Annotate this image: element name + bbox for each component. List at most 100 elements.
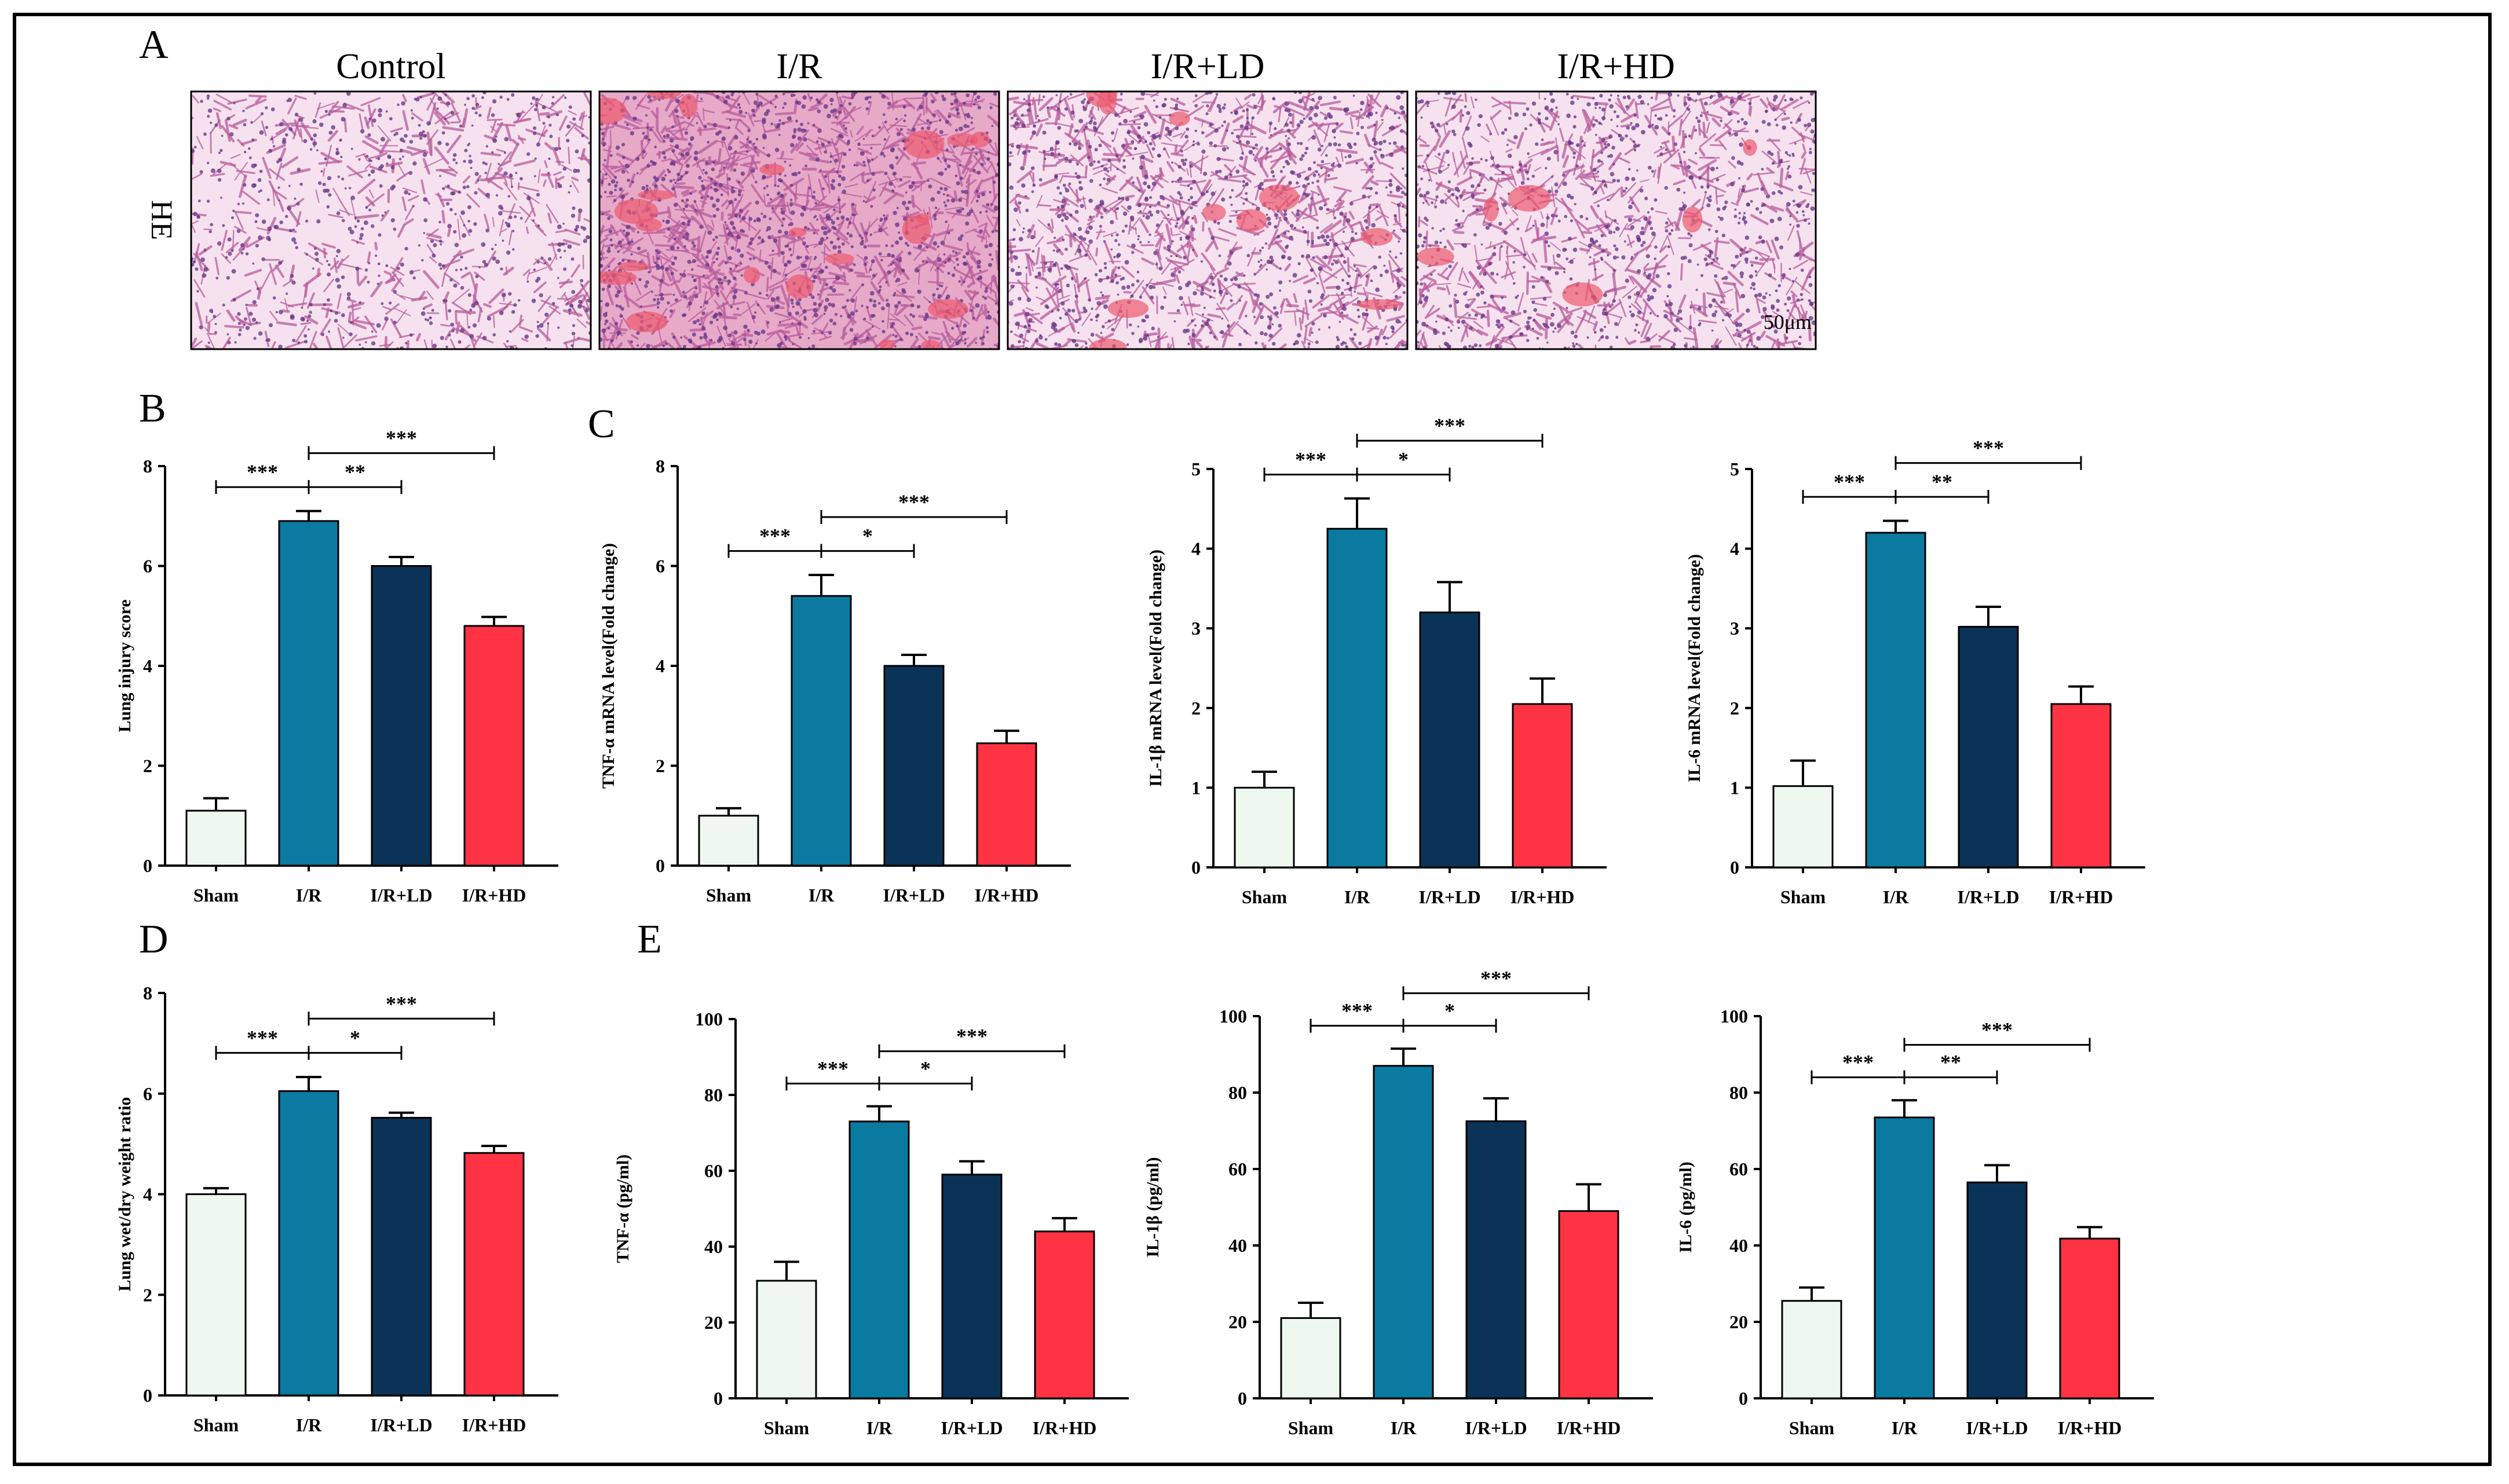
- tissue-strand: [312, 343, 319, 349]
- nucleus: [1144, 314, 1149, 319]
- nucleus: [390, 186, 394, 191]
- tissue-strand: [440, 324, 451, 327]
- tissue-strand: [752, 339, 759, 349]
- nucleus: [1178, 177, 1183, 181]
- nucleus: [418, 124, 421, 127]
- nucleus: [607, 217, 611, 220]
- tissue-strand: [966, 259, 976, 278]
- nucleus: [986, 331, 989, 334]
- nucleus: [793, 128, 797, 132]
- nucleus: [691, 276, 694, 279]
- nucleus: [1131, 243, 1136, 248]
- nucleus: [882, 329, 886, 334]
- tissue-strand: [1348, 265, 1356, 272]
- nucleus: [649, 128, 653, 131]
- tissue-strand: [1541, 122, 1551, 129]
- nucleus: [703, 332, 707, 336]
- nucleus: [1365, 274, 1369, 278]
- nucleus: [1149, 284, 1154, 290]
- tissue-strand: [897, 265, 910, 280]
- nucleus: [328, 130, 333, 135]
- tissue-strand: [928, 233, 936, 247]
- nucleus: [1246, 254, 1250, 258]
- histology-title-0: Control: [336, 47, 445, 86]
- tissue-strand: [1692, 327, 1699, 349]
- nucleus: [1257, 260, 1260, 263]
- nucleus: [1018, 237, 1023, 241]
- tissue-strand: [658, 255, 674, 264]
- nucleus: [883, 214, 886, 217]
- nucleus: [1162, 197, 1165, 201]
- nucleus: [1229, 250, 1234, 255]
- tissue-strand: [1330, 225, 1348, 238]
- nucleus: [1078, 186, 1084, 191]
- nucleus: [778, 119, 781, 122]
- nucleus: [1213, 144, 1217, 148]
- nucleus: [1215, 170, 1219, 174]
- nucleus: [1191, 333, 1196, 338]
- tissue-strand: [426, 94, 436, 111]
- nucleus: [243, 183, 247, 187]
- tissue-strand: [982, 204, 996, 213]
- nucleus: [661, 177, 666, 182]
- blood-patch: [759, 163, 785, 175]
- nucleus: [1239, 124, 1244, 129]
- tissue-strand: [883, 192, 898, 204]
- tissue-strand: [738, 118, 751, 130]
- nucleus: [669, 179, 673, 183]
- tissue-strand: [466, 313, 469, 326]
- nucleus: [422, 152, 427, 157]
- nucleus: [377, 157, 381, 160]
- tissue-strand: [1008, 96, 1019, 101]
- nucleus: [667, 301, 670, 305]
- nucleus: [939, 130, 943, 134]
- nucleus: [305, 252, 309, 256]
- panel-label-a: A: [139, 23, 169, 67]
- tissue-strand: [1216, 302, 1229, 322]
- nucleus: [1121, 229, 1125, 233]
- tissue-strand: [697, 127, 716, 132]
- nucleus: [1139, 340, 1143, 343]
- nucleus: [227, 237, 232, 242]
- nucleus: [1228, 219, 1232, 223]
- tissue-strand: [314, 102, 321, 118]
- nucleus: [1365, 186, 1369, 190]
- nucleus: [810, 96, 813, 100]
- tissue-strand: [652, 255, 656, 264]
- nucleus: [956, 209, 959, 212]
- nucleus: [884, 120, 887, 124]
- nucleus: [926, 119, 930, 123]
- tissue-strand: [1208, 125, 1215, 130]
- nucleus: [1336, 336, 1339, 339]
- nucleus: [1299, 141, 1303, 145]
- tissue-strand: [777, 323, 800, 327]
- nucleus: [231, 249, 234, 252]
- nucleus: [1151, 134, 1157, 139]
- tissue-strand: [654, 244, 673, 247]
- nucleus: [853, 263, 856, 266]
- nucleus: [718, 281, 720, 284]
- tissue-strand: [453, 248, 475, 258]
- tissue-strand: [1016, 219, 1021, 227]
- nucleus: [763, 186, 766, 190]
- nucleus: [526, 280, 529, 283]
- nucleus: [605, 302, 610, 307]
- tissue-strand: [327, 130, 339, 142]
- nucleus: [788, 247, 792, 251]
- nucleus: [242, 202, 245, 205]
- tissue-strand: [676, 115, 684, 139]
- nucleus: [632, 96, 637, 100]
- nucleus: [484, 162, 488, 166]
- tissue-strand: [579, 112, 584, 122]
- tissue-strand: [338, 197, 350, 217]
- tissue-strand: [696, 112, 704, 126]
- nucleus: [1139, 295, 1143, 299]
- tissue-strand: [1310, 258, 1326, 268]
- nucleus: [1346, 218, 1351, 223]
- nucleus: [975, 199, 979, 203]
- nucleus: [470, 166, 473, 170]
- nucleus: [798, 171, 801, 175]
- nucleus: [1374, 191, 1378, 195]
- nucleus: [1150, 295, 1154, 300]
- nucleus: [828, 331, 832, 335]
